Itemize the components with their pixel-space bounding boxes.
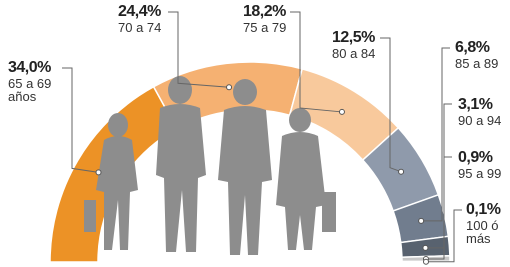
value-label: 18,2% — [243, 4, 303, 21]
value-label: 34,0% — [8, 60, 63, 77]
leader-dot — [227, 85, 232, 90]
category-label: 65 a 69 años — [8, 77, 63, 104]
segment-label: 3,1%90 a 94 — [458, 97, 510, 127]
segment-label: 18,2%75 a 79 — [243, 4, 303, 34]
leader-dot — [419, 218, 424, 223]
category-label: 70 a 74 — [118, 21, 178, 35]
segment-label: 6,8%85 a 89 — [455, 40, 510, 70]
category-label: 100 ó más — [466, 219, 506, 246]
category-label: 80 a 84 — [332, 47, 392, 61]
segment-label: 34,0%65 a 69 años — [8, 60, 63, 104]
segment-label: 12,5%80 a 84 — [332, 30, 392, 60]
leader-dot — [423, 245, 428, 250]
segment-label: 24,4%70 a 74 — [118, 4, 178, 34]
value-label: 6,8% — [455, 40, 510, 57]
leader-dot — [96, 170, 101, 175]
chart — [0, 0, 510, 267]
category-label: 95 a 99 — [458, 167, 510, 181]
category-label: 85 a 89 — [455, 57, 510, 71]
leader-dot — [339, 109, 344, 114]
value-label: 24,4% — [118, 4, 178, 21]
value-label: 0,1% — [466, 202, 506, 219]
value-label: 3,1% — [458, 97, 510, 114]
value-label: 12,5% — [332, 30, 392, 47]
category-label: 75 a 79 — [243, 21, 303, 35]
segment-label: 0,1%100 ó más — [466, 202, 506, 246]
value-label: 0,9% — [458, 150, 510, 167]
category-label: 90 a 94 — [458, 114, 510, 128]
segment-label: 0,9%95 a 99 — [458, 150, 510, 180]
leader-dot — [423, 259, 428, 264]
leader-dot — [399, 169, 404, 174]
infographic: 34,0%65 a 69 años 24,4%70 a 74 18,2%75 a 7… — [0, 0, 510, 267]
